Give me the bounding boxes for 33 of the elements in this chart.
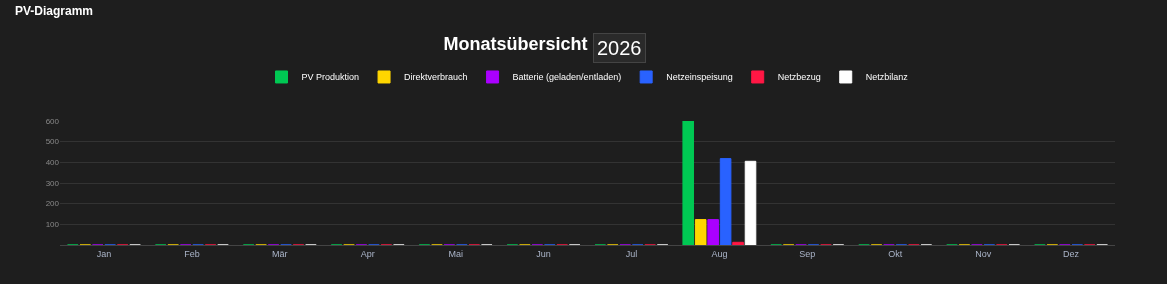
y-tick-label: 100 xyxy=(45,220,60,230)
y-tick-label: 300 xyxy=(45,178,60,188)
legend-label: Netzbezug xyxy=(777,72,821,83)
x-tick-label: Dez xyxy=(1063,248,1080,259)
legend-label: Netzbilanz xyxy=(865,72,909,83)
x-tick-label: Okt xyxy=(888,248,903,259)
legend-label: Batterie (geladen/entladen) xyxy=(512,72,622,83)
y-tick-label: 600 xyxy=(45,116,60,126)
x-tick-label: Jul xyxy=(625,248,638,259)
x-tick-label: Mai xyxy=(448,248,463,259)
bar xyxy=(744,160,757,245)
y-tick-label: 200 xyxy=(45,199,60,209)
y-tick-label: 400 xyxy=(45,158,60,168)
y-tick-label: 500 xyxy=(45,137,60,147)
x-tick-label: Aug xyxy=(711,248,728,259)
bar xyxy=(707,219,719,245)
x-tick-label: Jun xyxy=(536,248,551,259)
x-tick-label: Sep xyxy=(799,248,816,259)
bar xyxy=(694,219,707,245)
x-tick-label: Jan xyxy=(96,248,112,259)
x-tick-label: Feb xyxy=(184,248,200,259)
bar xyxy=(732,241,744,245)
legend-label: PV Produktion xyxy=(301,72,360,83)
legend-label: Netzeinspeisung xyxy=(666,72,733,83)
bar xyxy=(682,121,695,245)
text: PV-Diagramm xyxy=(15,4,94,18)
chart-subtitle: 2026 xyxy=(597,37,642,59)
bar xyxy=(719,158,732,245)
x-tick-label: Nov xyxy=(975,248,992,259)
x-tick-label: Apr xyxy=(360,248,375,259)
chart-title: Monatsübersicht xyxy=(443,33,588,54)
x-tick-label: Mär xyxy=(272,248,288,259)
legend-label: Direktverbrauch xyxy=(404,72,468,83)
